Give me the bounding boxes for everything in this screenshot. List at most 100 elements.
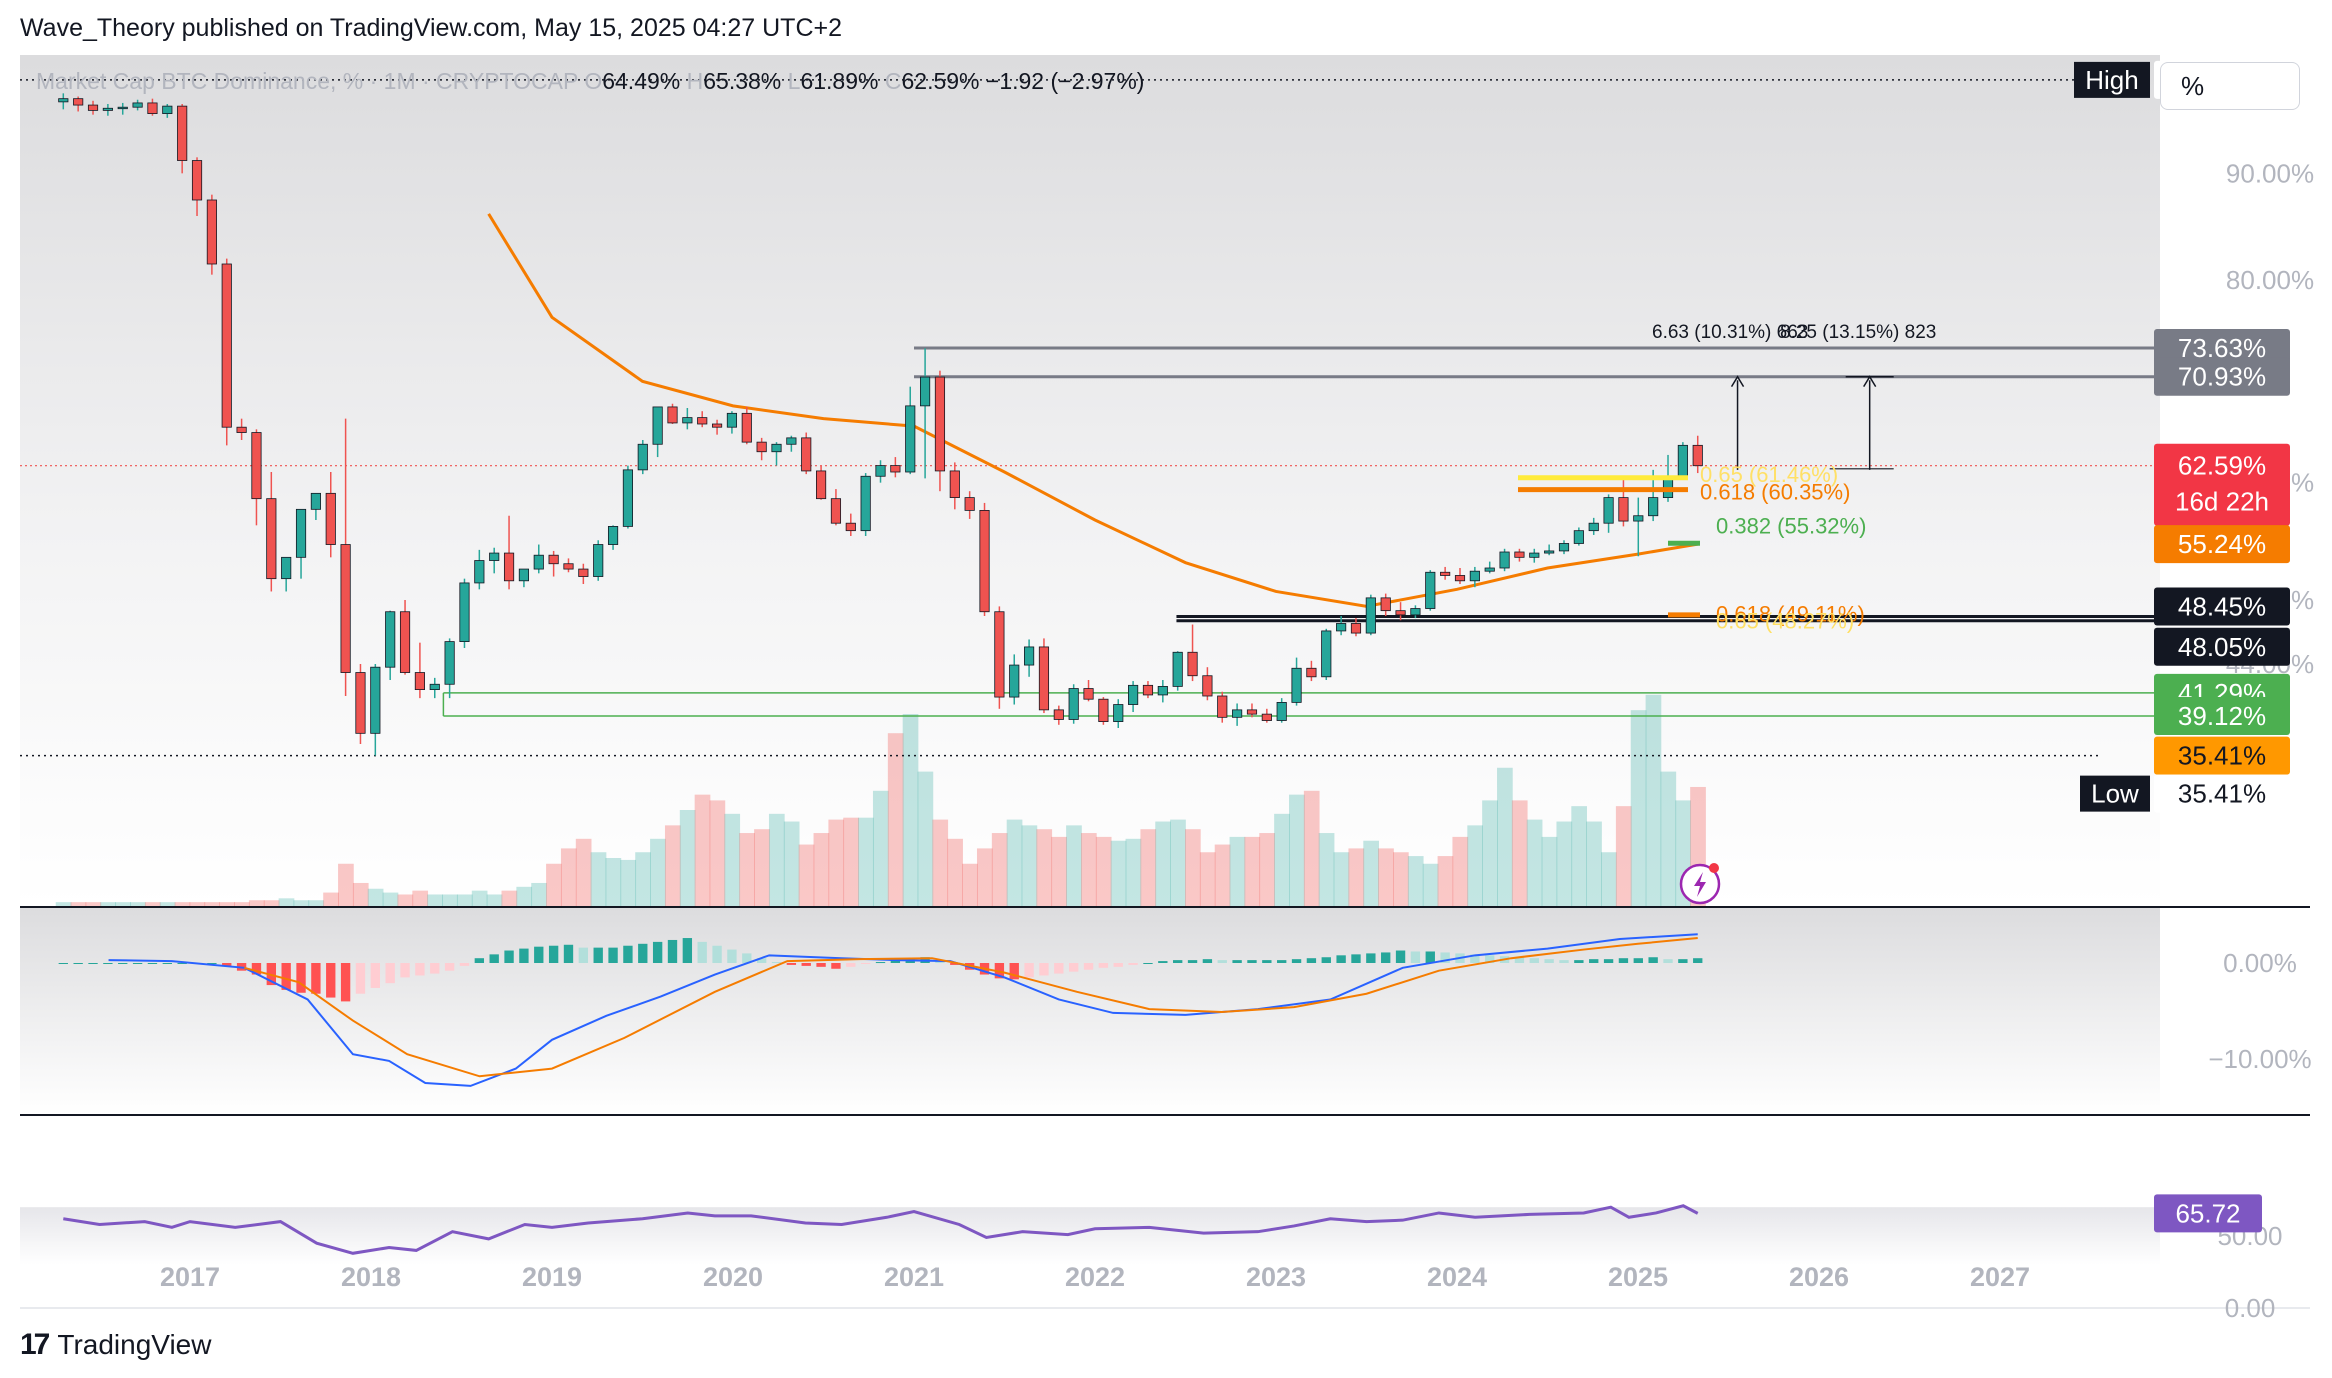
volume-bar	[754, 829, 770, 906]
candle	[1038, 638, 1050, 714]
macd-histogram-bar	[608, 947, 618, 963]
symbol-title[interactable]: Market Cap BTC Dominance, % · 1M · CRYPT…	[36, 68, 578, 94]
volume-bar	[1066, 825, 1082, 906]
volume-bar	[1080, 833, 1097, 906]
candle	[444, 638, 455, 699]
volume-bar	[219, 902, 235, 906]
macd-histogram-bar	[162, 963, 172, 964]
candle	[385, 610, 396, 680]
candle-body	[1454, 575, 1466, 582]
macd-histogram-bar	[742, 953, 752, 963]
volume-bar	[694, 794, 711, 906]
macd-histogram-bar	[147, 963, 158, 964]
low-orange-label-bg	[2154, 736, 2290, 775]
macd-histogram-bar	[1574, 960, 1584, 963]
volume-bar	[278, 898, 295, 906]
candle	[474, 549, 485, 590]
support-lower-label: 48.05%	[2154, 627, 2290, 666]
percent-scale-button[interactable]: %	[2160, 62, 2300, 110]
macd-histogram-bar	[132, 963, 143, 964]
candle-body	[1544, 550, 1555, 554]
candle	[920, 348, 931, 479]
volume-bar	[486, 894, 503, 906]
macd-histogram-bar	[1410, 951, 1421, 963]
candle-body	[1425, 571, 1436, 609]
candle	[1633, 497, 1644, 557]
volume-bar	[1660, 771, 1677, 906]
candle	[1202, 667, 1213, 701]
macd-histogram-bar	[816, 963, 826, 967]
volume-bar	[308, 900, 325, 906]
volume-bar	[947, 838, 963, 906]
candle	[726, 411, 738, 434]
volume-bar	[962, 863, 978, 906]
macd-histogram-bar	[296, 963, 306, 993]
macd-histogram-bar	[1648, 957, 1658, 963]
candle-body	[1350, 623, 1362, 634]
volume-bar	[1214, 844, 1231, 906]
macd-histogram-bar	[638, 943, 648, 963]
tradingview-logo[interactable]: 17 TradingView	[20, 1328, 211, 1362]
candle	[295, 508, 307, 579]
candle-body	[147, 102, 158, 115]
macd-histogram-bar	[786, 963, 797, 965]
candle	[1217, 691, 1228, 723]
macd-histogram-bar	[1232, 960, 1242, 963]
macd-histogram-bar	[1143, 963, 1153, 964]
candle	[102, 104, 113, 116]
macd-histogram-bar	[474, 958, 485, 963]
candle-body	[890, 465, 901, 473]
candle	[147, 98, 158, 116]
macd-histogram-bar	[593, 947, 603, 963]
candle-body	[503, 552, 515, 582]
macd-histogram-bar	[444, 963, 455, 971]
candle	[1336, 616, 1347, 636]
volume-bar	[248, 900, 265, 906]
macd-histogram-bar	[1054, 963, 1064, 974]
volume-bar	[590, 852, 607, 906]
candle-body	[1321, 630, 1332, 678]
candle	[325, 472, 336, 558]
lightning-icon[interactable]	[1679, 863, 1721, 905]
candle-body	[1648, 497, 1659, 517]
macd-histogram-bar	[385, 963, 395, 984]
candle-body	[652, 406, 663, 445]
fib-label: 0.65 (48.27%)	[1716, 608, 1854, 633]
candle	[816, 465, 827, 500]
volume-bar	[1393, 852, 1409, 906]
candle	[830, 489, 842, 526]
candle-body	[1558, 543, 1570, 552]
volume-bar	[204, 902, 221, 906]
candle-body	[1142, 684, 1154, 696]
candle-body	[905, 405, 916, 473]
candle	[1350, 618, 1362, 637]
macd-histogram-bar	[846, 963, 856, 967]
macd-histogram-bar	[1217, 960, 1227, 963]
candle	[221, 258, 232, 446]
macd-histogram-bar	[935, 961, 945, 963]
candle-body	[1232, 709, 1243, 718]
candle	[786, 435, 797, 452]
candle	[489, 547, 500, 574]
volume-bar	[1378, 848, 1394, 906]
volume-bar	[1452, 836, 1469, 906]
candle	[1187, 624, 1198, 682]
low-orange-label: 35.41%	[2154, 736, 2290, 775]
candle-body	[73, 98, 84, 106]
volume-bar	[516, 886, 533, 906]
candle	[533, 544, 544, 574]
volume-bar	[1645, 694, 1662, 906]
ema-value-label-bg	[2154, 525, 2290, 564]
macd-histogram-bar	[281, 963, 291, 990]
candle-body	[711, 423, 723, 428]
x-axis-label: 2018	[341, 1262, 401, 1292]
candle-body	[816, 470, 827, 500]
candle-body	[949, 470, 960, 498]
volume-bar	[1244, 836, 1261, 906]
macd-histogram-bar	[1559, 960, 1569, 963]
volume-bar	[367, 888, 384, 906]
macd-histogram-bar	[251, 963, 262, 975]
volume-bar	[620, 859, 637, 906]
candle	[117, 102, 128, 115]
